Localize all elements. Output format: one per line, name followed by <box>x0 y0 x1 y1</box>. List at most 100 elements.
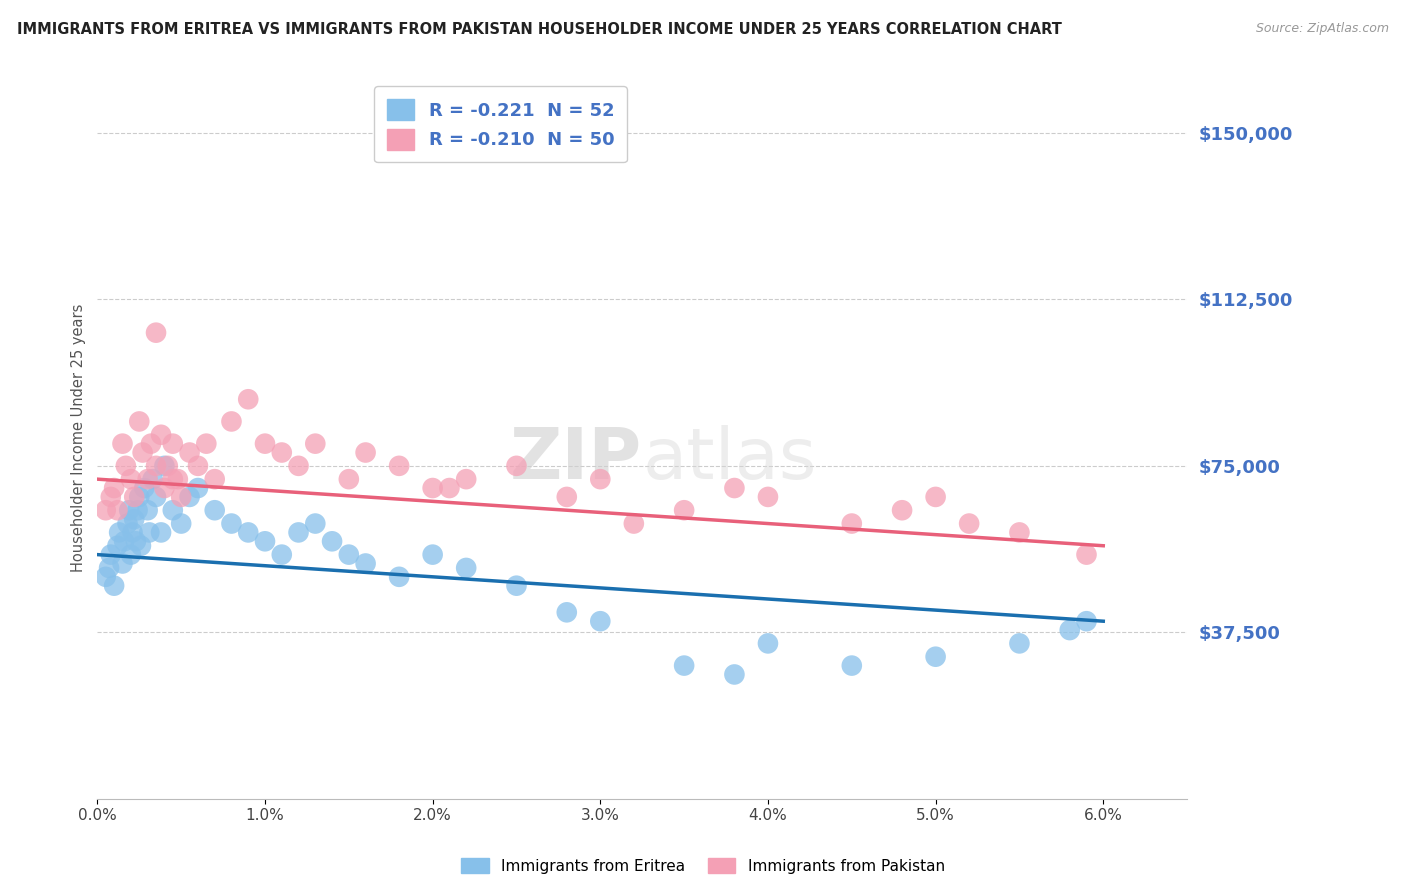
Point <box>456 561 478 575</box>
Point <box>118 503 141 517</box>
Point <box>117 516 139 531</box>
Point <box>170 490 193 504</box>
Point <box>673 503 696 517</box>
Point <box>505 458 527 473</box>
Point <box>150 427 173 442</box>
Point <box>170 516 193 531</box>
Point <box>153 458 176 473</box>
Point <box>103 579 125 593</box>
Point <box>304 436 326 450</box>
Point <box>162 436 184 450</box>
Point <box>136 503 159 517</box>
Point <box>287 458 309 473</box>
Point <box>128 490 150 504</box>
Legend: R = -0.221  N = 52, R = -0.210  N = 50: R = -0.221 N = 52, R = -0.210 N = 50 <box>374 87 627 162</box>
Point <box>179 445 201 459</box>
Point <box>221 516 243 531</box>
Point <box>179 490 201 504</box>
Point <box>103 481 125 495</box>
Point <box>195 436 218 450</box>
Point <box>136 472 159 486</box>
Point <box>270 548 292 562</box>
Point <box>238 392 260 407</box>
Point <box>139 436 162 450</box>
Point <box>115 458 138 473</box>
Point <box>145 458 167 473</box>
Point <box>238 525 260 540</box>
Point <box>253 534 276 549</box>
Point <box>145 490 167 504</box>
Point <box>589 472 612 486</box>
Point <box>924 490 946 504</box>
Point <box>422 481 444 495</box>
Point <box>388 570 411 584</box>
Point <box>156 458 179 473</box>
Point <box>1008 525 1031 540</box>
Point <box>129 539 152 553</box>
Point <box>125 534 148 549</box>
Point <box>841 516 863 531</box>
Point <box>1059 623 1081 637</box>
Point <box>456 472 478 486</box>
Point <box>187 481 209 495</box>
Point <box>127 503 149 517</box>
Point <box>166 472 188 486</box>
Point <box>891 503 914 517</box>
Point <box>131 445 153 459</box>
Point <box>94 570 117 584</box>
Point <box>321 534 343 549</box>
Point <box>122 512 145 526</box>
Point <box>555 605 578 619</box>
Point <box>98 561 121 575</box>
Point <box>111 557 134 571</box>
Point <box>153 481 176 495</box>
Point <box>270 445 292 459</box>
Point <box>388 458 411 473</box>
Point <box>134 481 156 495</box>
Text: ZIP: ZIP <box>510 425 643 494</box>
Point <box>162 472 184 486</box>
Point <box>723 481 745 495</box>
Point <box>723 667 745 681</box>
Point <box>107 503 129 517</box>
Point <box>555 490 578 504</box>
Point <box>756 636 779 650</box>
Point <box>94 503 117 517</box>
Point <box>354 445 377 459</box>
Point <box>1076 614 1098 628</box>
Text: Source: ZipAtlas.com: Source: ZipAtlas.com <box>1256 22 1389 36</box>
Point <box>100 490 122 504</box>
Point <box>589 614 612 628</box>
Point <box>120 472 142 486</box>
Point <box>841 658 863 673</box>
Point <box>439 481 461 495</box>
Point <box>122 490 145 504</box>
Point <box>673 658 696 673</box>
Point <box>204 472 226 486</box>
Point <box>253 436 276 450</box>
Point <box>187 458 209 473</box>
Point <box>304 516 326 531</box>
Point <box>100 548 122 562</box>
Point <box>354 557 377 571</box>
Point <box>120 548 142 562</box>
Point <box>112 534 135 549</box>
Point <box>111 436 134 450</box>
Point <box>162 503 184 517</box>
Point <box>623 516 645 531</box>
Point <box>107 539 129 553</box>
Point <box>1008 636 1031 650</box>
Point <box>287 525 309 540</box>
Point <box>221 414 243 428</box>
Point <box>150 525 173 540</box>
Point <box>756 490 779 504</box>
Point <box>337 548 360 562</box>
Y-axis label: Householder Income Under 25 years: Householder Income Under 25 years <box>72 304 86 573</box>
Text: atlas: atlas <box>643 425 817 494</box>
Point <box>924 649 946 664</box>
Point <box>337 472 360 486</box>
Point <box>1076 548 1098 562</box>
Point <box>422 548 444 562</box>
Point <box>145 326 167 340</box>
Point <box>138 525 160 540</box>
